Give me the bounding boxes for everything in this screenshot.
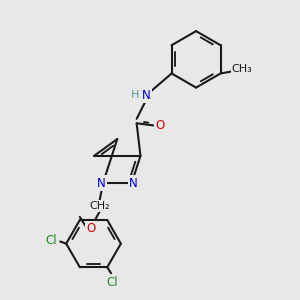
Text: O: O (156, 119, 165, 132)
Text: N: N (129, 177, 138, 190)
Text: O: O (86, 222, 96, 236)
Text: CH₂: CH₂ (89, 201, 110, 211)
Text: N: N (142, 89, 151, 102)
Text: N: N (97, 177, 106, 190)
Text: H: H (131, 90, 140, 100)
Text: Cl: Cl (107, 276, 118, 289)
Text: CH₃: CH₃ (232, 64, 253, 74)
Text: Cl: Cl (45, 234, 56, 247)
